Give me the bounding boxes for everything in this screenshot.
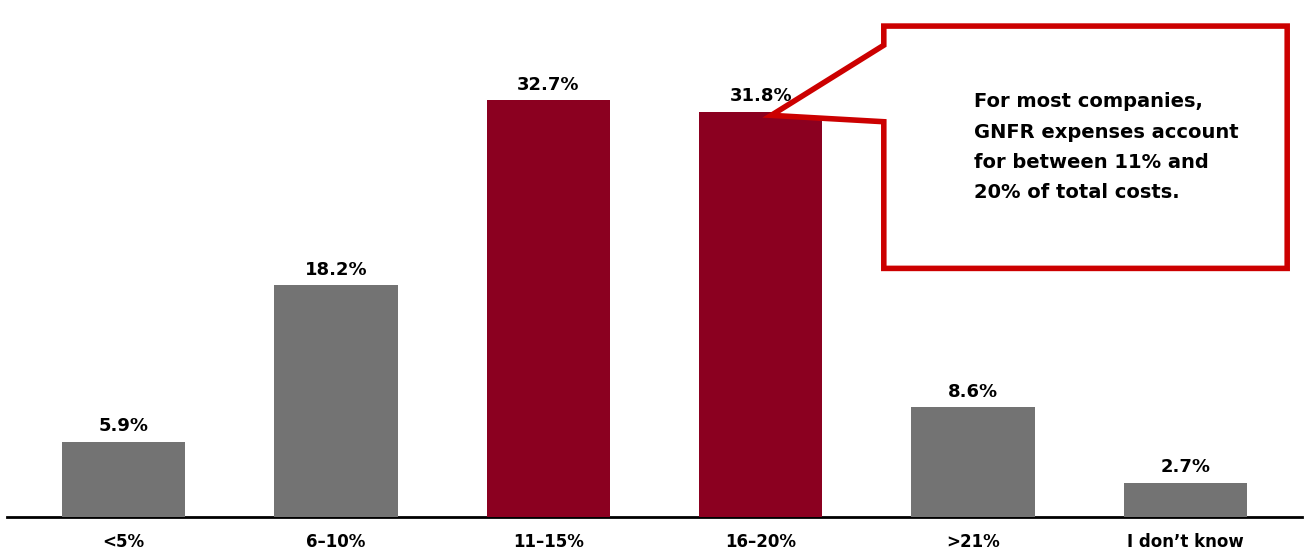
Bar bbox=[487, 100, 610, 517]
Text: 5.9%: 5.9% bbox=[98, 417, 149, 435]
Bar bbox=[62, 442, 186, 517]
Text: 18.2%: 18.2% bbox=[305, 261, 368, 278]
Text: 31.8%: 31.8% bbox=[729, 87, 792, 105]
Text: 32.7%: 32.7% bbox=[517, 76, 580, 94]
Text: 2.7%: 2.7% bbox=[1160, 458, 1211, 477]
Text: 8.6%: 8.6% bbox=[948, 383, 997, 401]
Bar bbox=[911, 407, 1034, 517]
Bar bbox=[275, 285, 398, 517]
Polygon shape bbox=[771, 26, 1287, 268]
Bar bbox=[699, 112, 822, 517]
Text: For most companies,
GNFR expenses account
for between 11% and
20% of total costs: For most companies, GNFR expenses accoun… bbox=[974, 93, 1240, 202]
Bar bbox=[1123, 483, 1247, 517]
